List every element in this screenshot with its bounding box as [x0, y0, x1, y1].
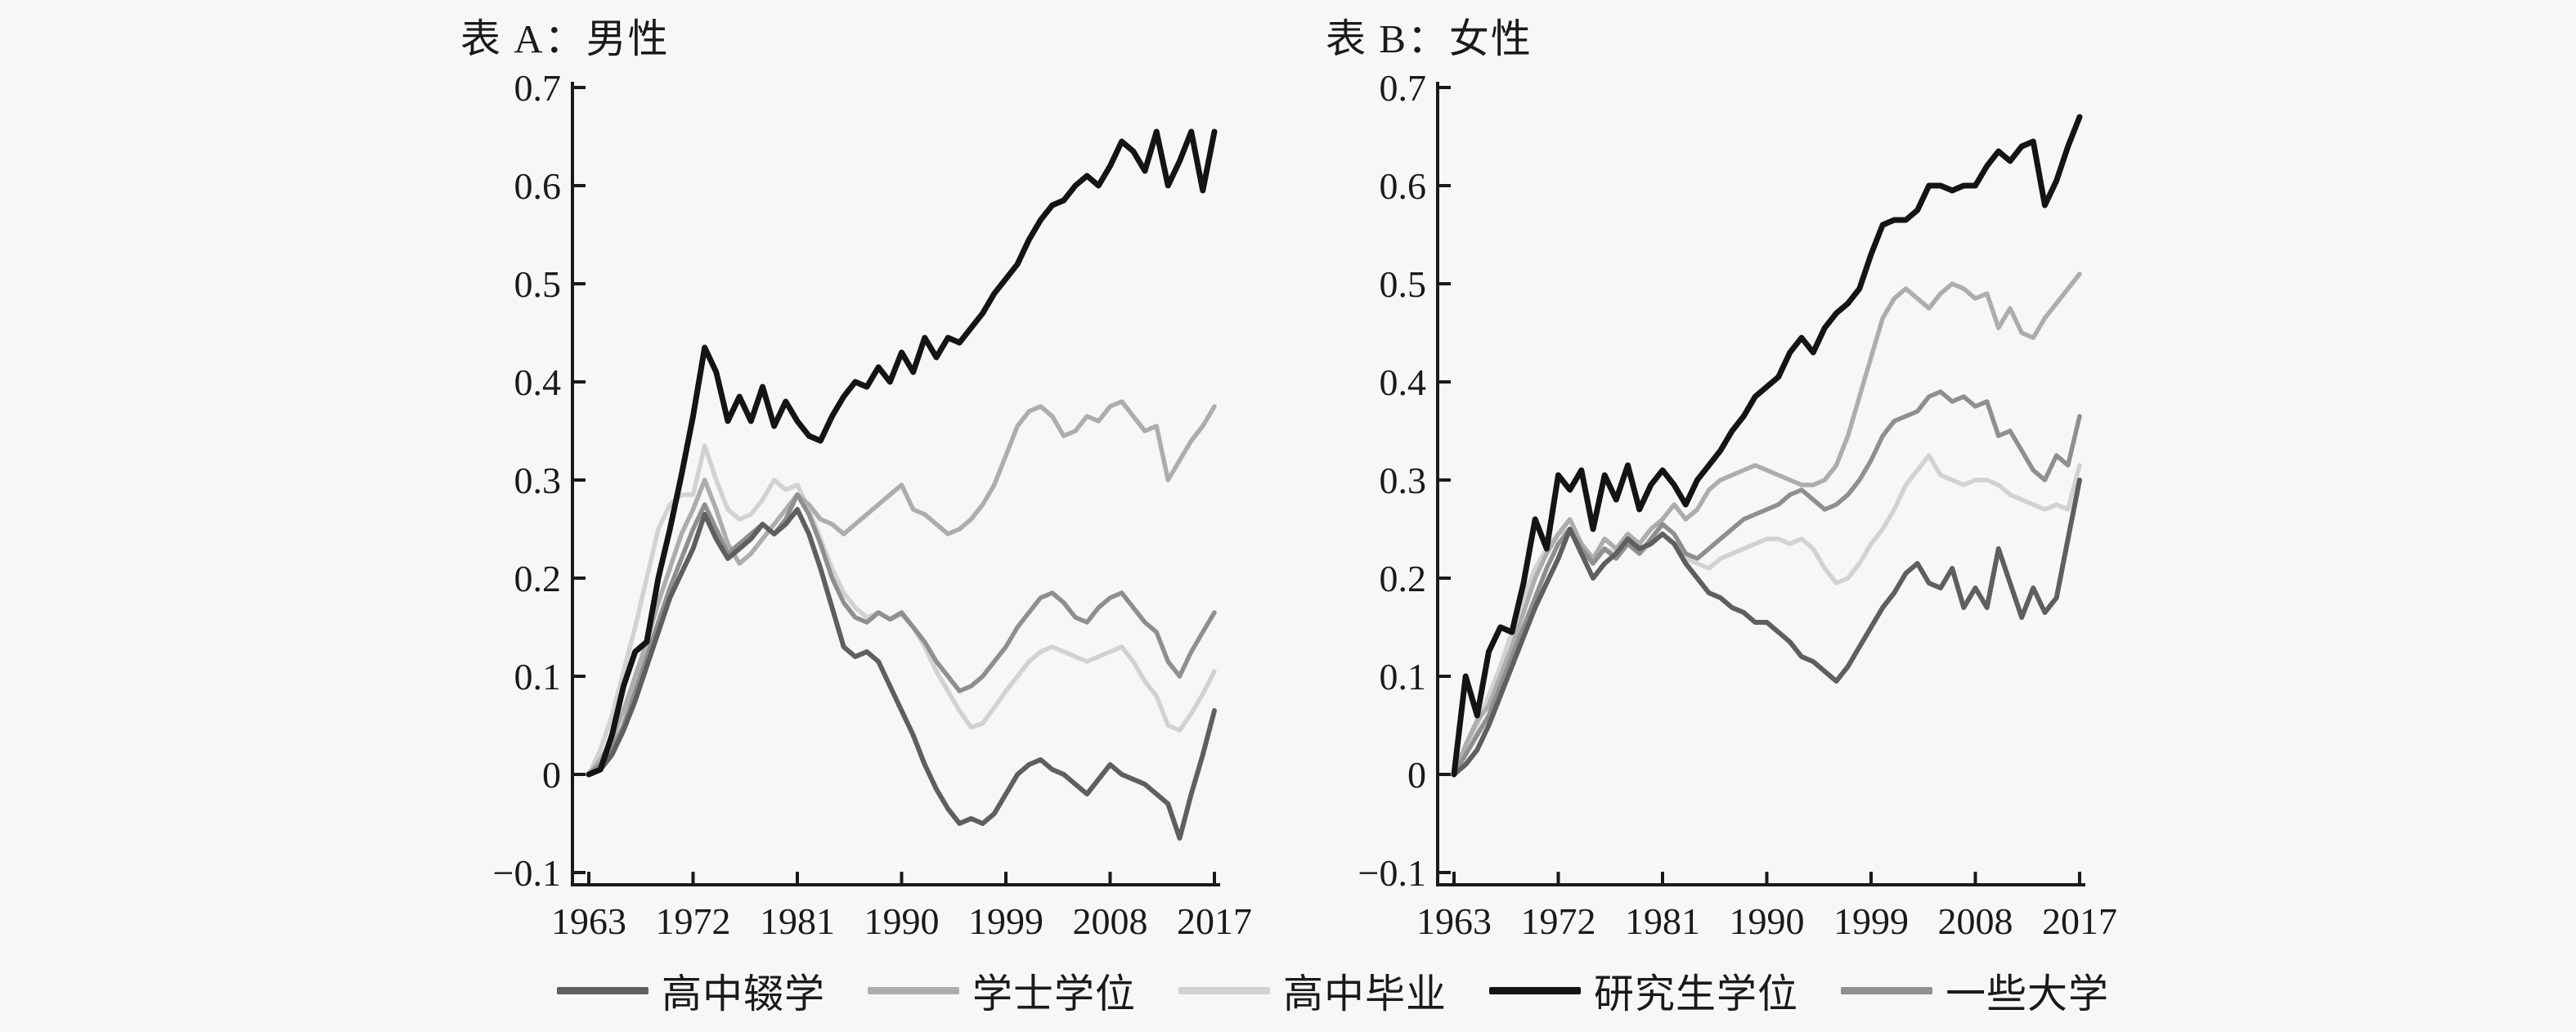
x-axis-tick-label: 1999 — [1833, 900, 1909, 942]
panel-a: 0.7 0.6 0.5 0.4 0.3 0.2 0.1 0 −0.1 1963 1972 1981 19… — [493, 67, 1252, 942]
x-axis-tick-label: 1990 — [864, 900, 940, 942]
legend-label-bachelor: 学士学位 — [972, 971, 1136, 1016]
y-axis-tick-label: 0.3 — [1380, 460, 1427, 501]
panel-b-title: 表 B：女性 — [1326, 16, 1533, 61]
x-axis-tick-label: 1963 — [551, 900, 626, 942]
x-axis-tick-label: 2017 — [1177, 900, 1252, 942]
legend-item-dropout: 高中辍学 — [556, 962, 825, 1020]
y-axis-tick-label: 0.4 — [514, 361, 562, 403]
legend-label-dropout: 高中辍学 — [661, 971, 825, 1016]
y-axis-tick-label: 0.2 — [1380, 558, 1427, 599]
some-college-line-swatch — [1841, 987, 1933, 994]
legend-item-some-college: 一些大学 — [1841, 962, 2109, 1020]
y-axis-tick-label: −0.1 — [1358, 852, 1426, 894]
y-axis-tick-label: 0.6 — [514, 165, 562, 207]
hs-grad-line-swatch — [1178, 987, 1270, 994]
x-axis-tick-label: 1981 — [760, 900, 835, 942]
y-axis-tick-label: 0.5 — [514, 263, 562, 305]
series-line-some_college — [586, 492, 1217, 777]
y-axis-tick-label: 0 — [542, 754, 561, 796]
y-axis-tick-label: 0.1 — [1380, 656, 1427, 698]
series-line-dropout — [586, 507, 1217, 841]
series-line-bachelor — [1452, 271, 2082, 777]
legend-item-hs-grad: 高中毕业 — [1178, 962, 1447, 1020]
graduate-line-swatch — [1489, 987, 1581, 994]
axis-spine — [571, 82, 1220, 886]
y-axis-tick-label: 0 — [1407, 754, 1426, 796]
series-line-dropout — [1452, 478, 2082, 777]
panel-a-title: 表 A：男性 — [460, 16, 670, 61]
legend-item-bachelor: 学士学位 — [867, 962, 1136, 1020]
x-axis-tick-label: 1972 — [656, 900, 731, 942]
x-axis-tick-label: 2008 — [1938, 900, 2013, 942]
series-line-hs_grad — [1452, 453, 2082, 777]
y-axis-tick-label: 0.2 — [514, 558, 562, 599]
x-axis-tick-label: 1963 — [1416, 900, 1492, 942]
chart-legend: 高中辍学 学士学位 高中毕业 研究生学位 一些大学 — [45, 962, 2576, 1020]
x-axis-tick-label: 1972 — [1521, 900, 1596, 942]
x-axis-tick-label: 1981 — [1625, 900, 1700, 942]
dropout-line-swatch — [556, 987, 648, 994]
y-axis-tick-label: 0.6 — [1380, 165, 1427, 207]
y-axis-tick-label: 0.3 — [514, 460, 562, 501]
y-axis-tick-label: 0.7 — [1380, 67, 1427, 109]
x-axis-tick-label: 2008 — [1073, 900, 1148, 942]
y-axis-tick-label: 0.4 — [1380, 361, 1427, 403]
series-line-graduate — [586, 128, 1218, 778]
series-line-hs_grad — [586, 443, 1217, 777]
y-axis-tick-label: 0.1 — [514, 656, 562, 698]
legend-label-hs-grad: 高中毕业 — [1282, 971, 1447, 1016]
bachelor-line-swatch — [867, 987, 959, 994]
x-axis-tick-label: 2017 — [2042, 900, 2117, 942]
legend-label-some-college: 一些大学 — [1945, 971, 2110, 1016]
series-line-bachelor — [586, 399, 1217, 777]
legend-label-graduate: 研究生学位 — [1594, 971, 1799, 1016]
panel-b: 0.7 0.6 0.5 0.4 0.3 0.2 0.1 0 −0.1 1963 1972 1981 19… — [1358, 67, 2117, 942]
y-axis-tick-label: 0.5 — [1380, 263, 1427, 305]
series-line-some_college — [1452, 389, 2082, 777]
series-line-graduate — [1451, 114, 2083, 778]
x-axis-tick-label: 1990 — [1730, 900, 1805, 942]
x-axis-tick-label: 1999 — [968, 900, 1043, 942]
legend-item-graduate: 研究生学位 — [1489, 962, 1798, 1020]
axis-spine — [1436, 82, 2085, 886]
y-axis-tick-label: 0.7 — [514, 67, 562, 109]
y-axis-tick-label: −0.1 — [493, 852, 561, 894]
